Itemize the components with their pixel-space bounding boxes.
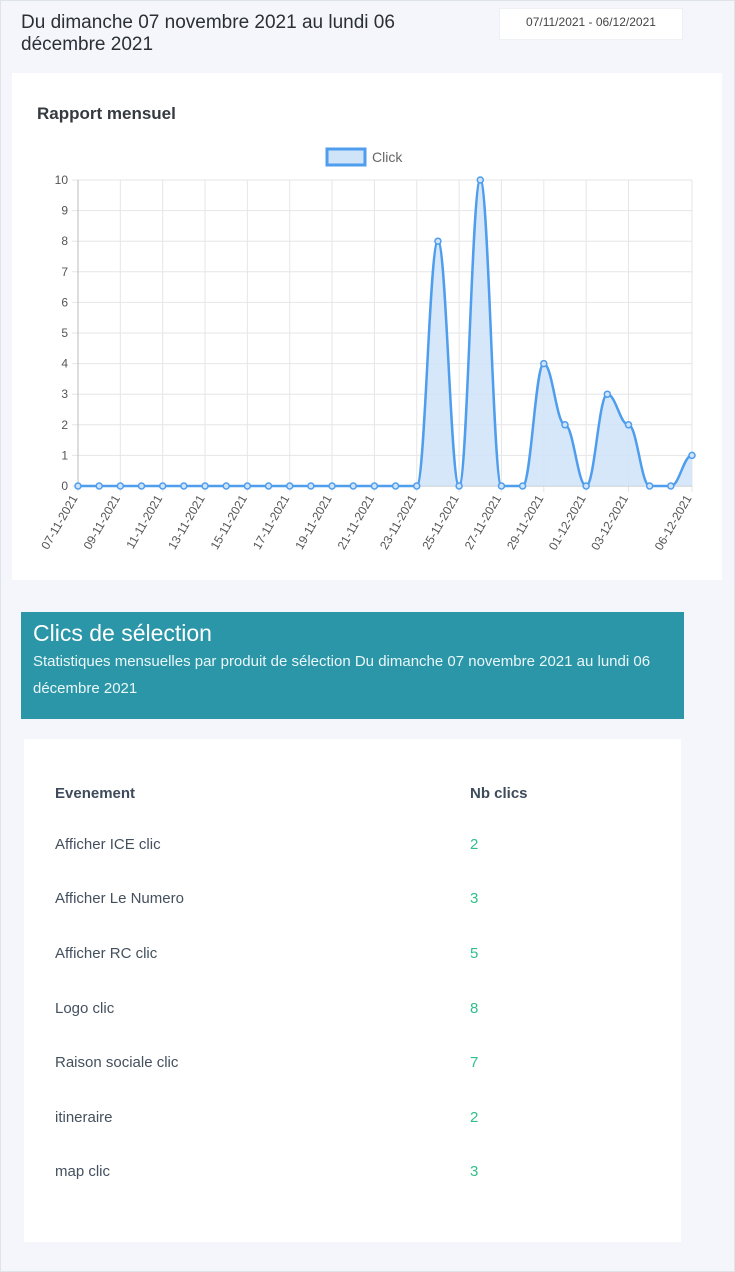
x-tick-label: 06-12-2021 [652,492,695,552]
legend-label: Click [372,149,403,165]
column-header-event: Evenement [55,785,136,802]
data-point [434,237,442,245]
x-tick-label: 13-11-2021 [165,492,208,552]
selection-banner: Clics de sélection Statistiques mensuell… [21,612,684,719]
table-row: Logo clic 8 [55,981,655,1036]
y-tick-label: 5 [61,326,68,340]
row-event: Afficher Le Numero [55,890,184,908]
data-point [391,482,400,490]
table-row: Afficher ICE clic 2 [55,817,655,872]
table-row: Afficher RC clic 5 [55,926,655,981]
row-event: itineraire [55,1108,113,1126]
data-point [370,482,379,490]
y-tick-label: 9 [61,204,68,218]
chart-card: Rapport mensuel 0 1 2 3 4 5 6 7 8 9 10 07-11-2021 09… [12,73,722,580]
y-tick-label: 2 [61,418,68,432]
x-tick-label: 11-11-2021 [123,492,165,551]
table-row: map clic 3 [55,1145,655,1200]
table-row: Afficher Le Numero 3 [55,872,655,927]
date-range-picker[interactable]: 07/11/2021 - 06/12/2021 [499,8,683,40]
x-tick-label: 01-12-2021 [546,492,589,552]
data-point [645,482,654,490]
data-point [243,482,252,490]
data-point [285,482,294,490]
y-tick-label: 7 [61,265,68,279]
data-point [561,421,569,429]
data-point [667,482,675,490]
selection-stats-table: Evenement Nb clics Afficher ICE clic 2 A… [55,777,655,1199]
data-point [201,482,209,490]
selection-subtitle: Statistiques mensuelles par produit de s… [33,653,651,697]
x-tick-label: 07-11-2021 [38,492,81,552]
data-point [222,482,230,490]
data-point [180,482,188,490]
row-count: 7 [470,1054,479,1072]
row-event: Logo clic [55,999,115,1017]
data-point [413,482,421,490]
data-point [688,451,696,460]
period-title: Du dimanche 07 novembre 2021 au lundi 06… [21,12,395,55]
x-tick-label: 19-11-2021 [292,492,335,552]
y-tick-label: 3 [61,387,68,401]
y-tick-label: 0 [61,479,68,493]
data-point [582,482,590,490]
x-tick-label: 29-11-2021 [504,492,547,552]
table-row: Raison sociale clic 7 [55,1035,655,1090]
data-point [74,482,82,490]
data-point [497,482,506,490]
y-tick-label: 1 [61,448,68,462]
series-click-line [77,178,693,488]
data-point [603,390,612,398]
x-tick-label: 23-11-2021 [377,492,420,552]
y-tick-label: 10 [55,173,69,187]
table-header-row: Evenement Nb clics [55,777,655,817]
row-count: 3 [470,1163,479,1181]
data-point [455,482,463,490]
data-point [137,482,146,490]
row-event: map clic [55,1163,111,1181]
legend-swatch [325,147,367,167]
x-tick-label: 21-11-2021 [335,492,378,552]
y-tick-label: 6 [61,295,68,309]
row-count: 2 [470,835,479,853]
data-point [328,482,336,490]
y-tick-label: 4 [61,357,68,371]
x-tick-label: 09-11-2021 [81,492,124,552]
chart-card-title: Rapport mensuel [37,104,176,123]
data-point [264,482,273,490]
row-event: Afficher ICE clic [55,835,161,853]
x-tick-label: 27-11-2021 [462,492,505,552]
data-point [158,482,167,490]
data-point [349,482,357,490]
x-tick-label: 17-11-2021 [250,492,293,552]
x-tick-label: 25-11-2021 [419,492,462,552]
data-point [307,482,315,490]
column-header-count: Nb clics [470,785,528,802]
row-count: 3 [470,890,479,908]
table-row: itineraire 2 [55,1090,655,1145]
row-count: 2 [470,1108,479,1126]
monthly-report-chart: 0 1 2 3 4 5 6 7 8 9 10 07-11-2021 09-11-2021 11-11-20… [38,147,696,553]
data-point [476,176,485,184]
x-tick-label: 03-12-2021 [588,492,631,552]
series-click-area [78,180,692,486]
row-event: Raison sociale clic [55,1054,179,1072]
row-event: Afficher RC clic [55,944,158,962]
x-tick-label: 15-11-2021 [208,492,251,552]
data-point [624,421,633,429]
y-tick-label: 8 [61,234,68,248]
row-count: 8 [470,999,479,1017]
row-count: 5 [470,944,479,962]
selection-title: Clics de sélection [33,620,212,646]
table-card: Evenement Nb clics Afficher ICE clic 2 A… [24,739,681,1242]
data-point [116,482,125,490]
data-point [540,359,548,368]
data-point [518,482,527,490]
data-point [95,482,103,490]
